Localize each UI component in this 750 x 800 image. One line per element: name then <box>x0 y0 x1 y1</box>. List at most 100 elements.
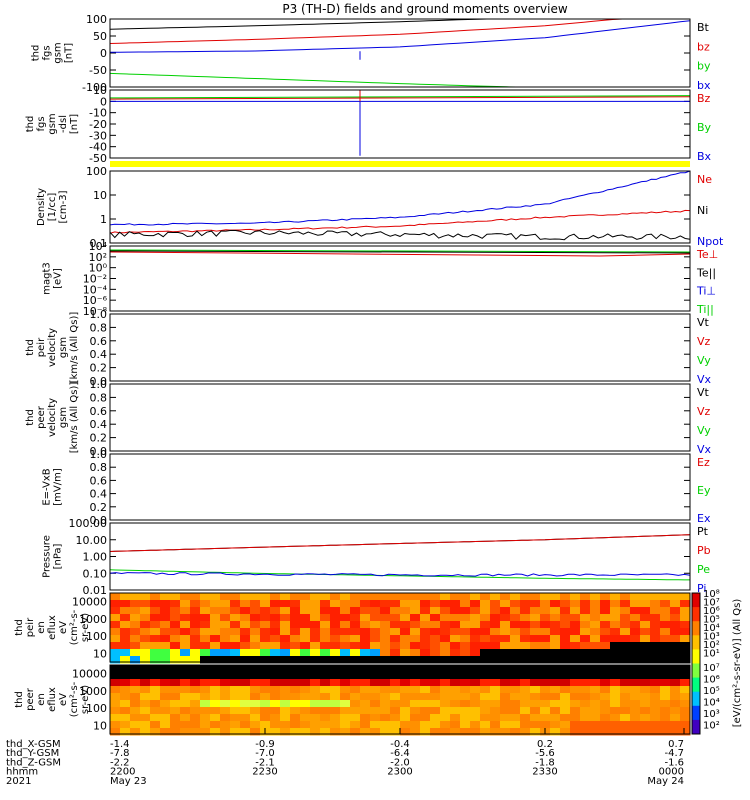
colorbar-tick: 10⁶ <box>703 606 720 617</box>
y-tick-label: 10⁰ <box>89 262 108 275</box>
spectrogram-cell <box>460 607 471 615</box>
spectrogram-cell <box>250 635 261 643</box>
spectrogram-cell <box>510 672 521 680</box>
spectrogram-cell <box>130 714 141 722</box>
spectrogram-cell <box>500 714 511 722</box>
spectrogram-cell <box>620 656 631 664</box>
spectrogram-cell <box>640 693 651 701</box>
spectrogram-cell <box>560 686 571 694</box>
spectrogram-cell <box>510 679 521 687</box>
y-axis-label: peir <box>25 617 36 637</box>
spectrogram-cell <box>520 665 531 673</box>
spectrogram-cell <box>680 672 691 680</box>
spectrogram-cell <box>650 642 661 650</box>
y-axis-label: gsm <box>47 113 58 134</box>
series-pi <box>109 572 691 577</box>
spectrogram-cell <box>620 686 631 694</box>
spectrogram-cell <box>350 693 361 701</box>
spectrogram-cell <box>560 728 571 736</box>
y-tick-label: 0.2 <box>90 501 108 514</box>
spectrogram-cell <box>270 693 281 701</box>
spectrogram-cell <box>280 707 291 715</box>
spectrogram-cell <box>350 714 361 722</box>
spectrogram-cell <box>620 665 631 673</box>
spectrogram-cell <box>670 721 681 729</box>
spectrogram-cell <box>310 635 321 643</box>
colorbar-cell <box>692 663 700 679</box>
spectrogram-cell <box>680 600 691 608</box>
spectrogram-cell <box>140 693 151 701</box>
spectrogram-cell <box>150 707 161 715</box>
spectrogram-cell <box>600 635 611 643</box>
spectrogram-cell <box>580 672 591 680</box>
spectrogram-cell <box>280 628 291 636</box>
spectrogram-cell <box>480 686 491 694</box>
spectrogram-cell <box>490 665 501 673</box>
spectrogram-cell <box>320 686 331 694</box>
spectrogram-cell <box>640 628 651 636</box>
spectrogram-cell <box>500 679 511 687</box>
spectrogram-cell <box>570 665 581 673</box>
spectrogram-cell <box>310 614 321 622</box>
spectrogram-cell <box>600 614 611 622</box>
spectrogram-cell <box>660 628 671 636</box>
spectrogram-cell <box>570 635 581 643</box>
spectrogram-cell <box>490 721 501 729</box>
spectrogram-cell <box>590 714 601 722</box>
spectrogram-cell <box>310 679 321 687</box>
spectrogram-cell <box>250 628 261 636</box>
series-bx <box>109 20 691 53</box>
spectrogram-cell <box>160 721 171 729</box>
spectrogram-cell <box>250 614 261 622</box>
spectrogram-cell <box>400 728 411 736</box>
x-tick-label: May 24 <box>647 776 684 787</box>
spectrogram-cell <box>610 642 621 650</box>
y-axis-label: [nT] <box>69 114 80 134</box>
x-axis-group: thd_X-GSM -1.4 -0.9 -0.4 0.2 0.7 thd_Y-GSM -7.8… <box>6 728 685 787</box>
legend-vz: Vz <box>697 405 711 418</box>
spectrogram-cell <box>380 614 391 622</box>
spectrogram-cell <box>490 672 501 680</box>
spectrogram-cell <box>610 607 621 615</box>
legend-pt: Pt <box>697 525 709 538</box>
spectrogram-cell <box>110 600 121 608</box>
spectrogram-cell <box>650 700 661 708</box>
spectrogram-cell <box>400 642 411 650</box>
y-axis-label: (cm²-s- <box>69 681 80 717</box>
spectrogram-cell <box>610 621 621 629</box>
spectrogram-cell <box>570 728 581 736</box>
spectrogram-cell <box>360 614 371 622</box>
y-tick-label: -40 <box>89 141 107 154</box>
spectrogram-cell <box>490 621 501 629</box>
spectrogram-cell <box>470 693 481 701</box>
spectrogram-cell <box>630 635 641 643</box>
spectrogram-cell <box>390 614 401 622</box>
legend-vy: Vy <box>697 424 711 437</box>
spectrogram-cell <box>430 635 441 643</box>
spectrogram-cell <box>190 679 201 687</box>
y-axis-label: [nT] <box>64 43 75 63</box>
x-axis-row-label: thd_Z-GSM <box>6 757 61 768</box>
spectrogram-cell <box>490 656 501 664</box>
spectrogram-cell <box>300 686 311 694</box>
spectrogram-cell <box>220 693 231 701</box>
spectrogram-cell <box>190 700 201 708</box>
spectrogram-cell <box>330 693 341 701</box>
spectrogram-cell <box>220 707 231 715</box>
spectrogram-cell <box>670 714 681 722</box>
spectrogram-cell <box>580 693 591 701</box>
spectrogram-cell <box>380 686 391 694</box>
spectrogram-cell <box>450 693 461 701</box>
spectrogram-cell <box>590 656 601 664</box>
spectrogram-cell <box>500 614 511 622</box>
legend-npot: Npot <box>697 235 724 248</box>
spectrogram-cell <box>460 714 471 722</box>
spectrogram-cell <box>240 656 251 664</box>
spectrogram-cell <box>550 635 561 643</box>
spectrogram-cell <box>430 721 441 729</box>
spectrogram-cell <box>170 721 181 729</box>
spectrogram-cell <box>460 672 471 680</box>
spectrogram-cell <box>160 642 171 650</box>
spectrogram-cell <box>180 649 191 657</box>
